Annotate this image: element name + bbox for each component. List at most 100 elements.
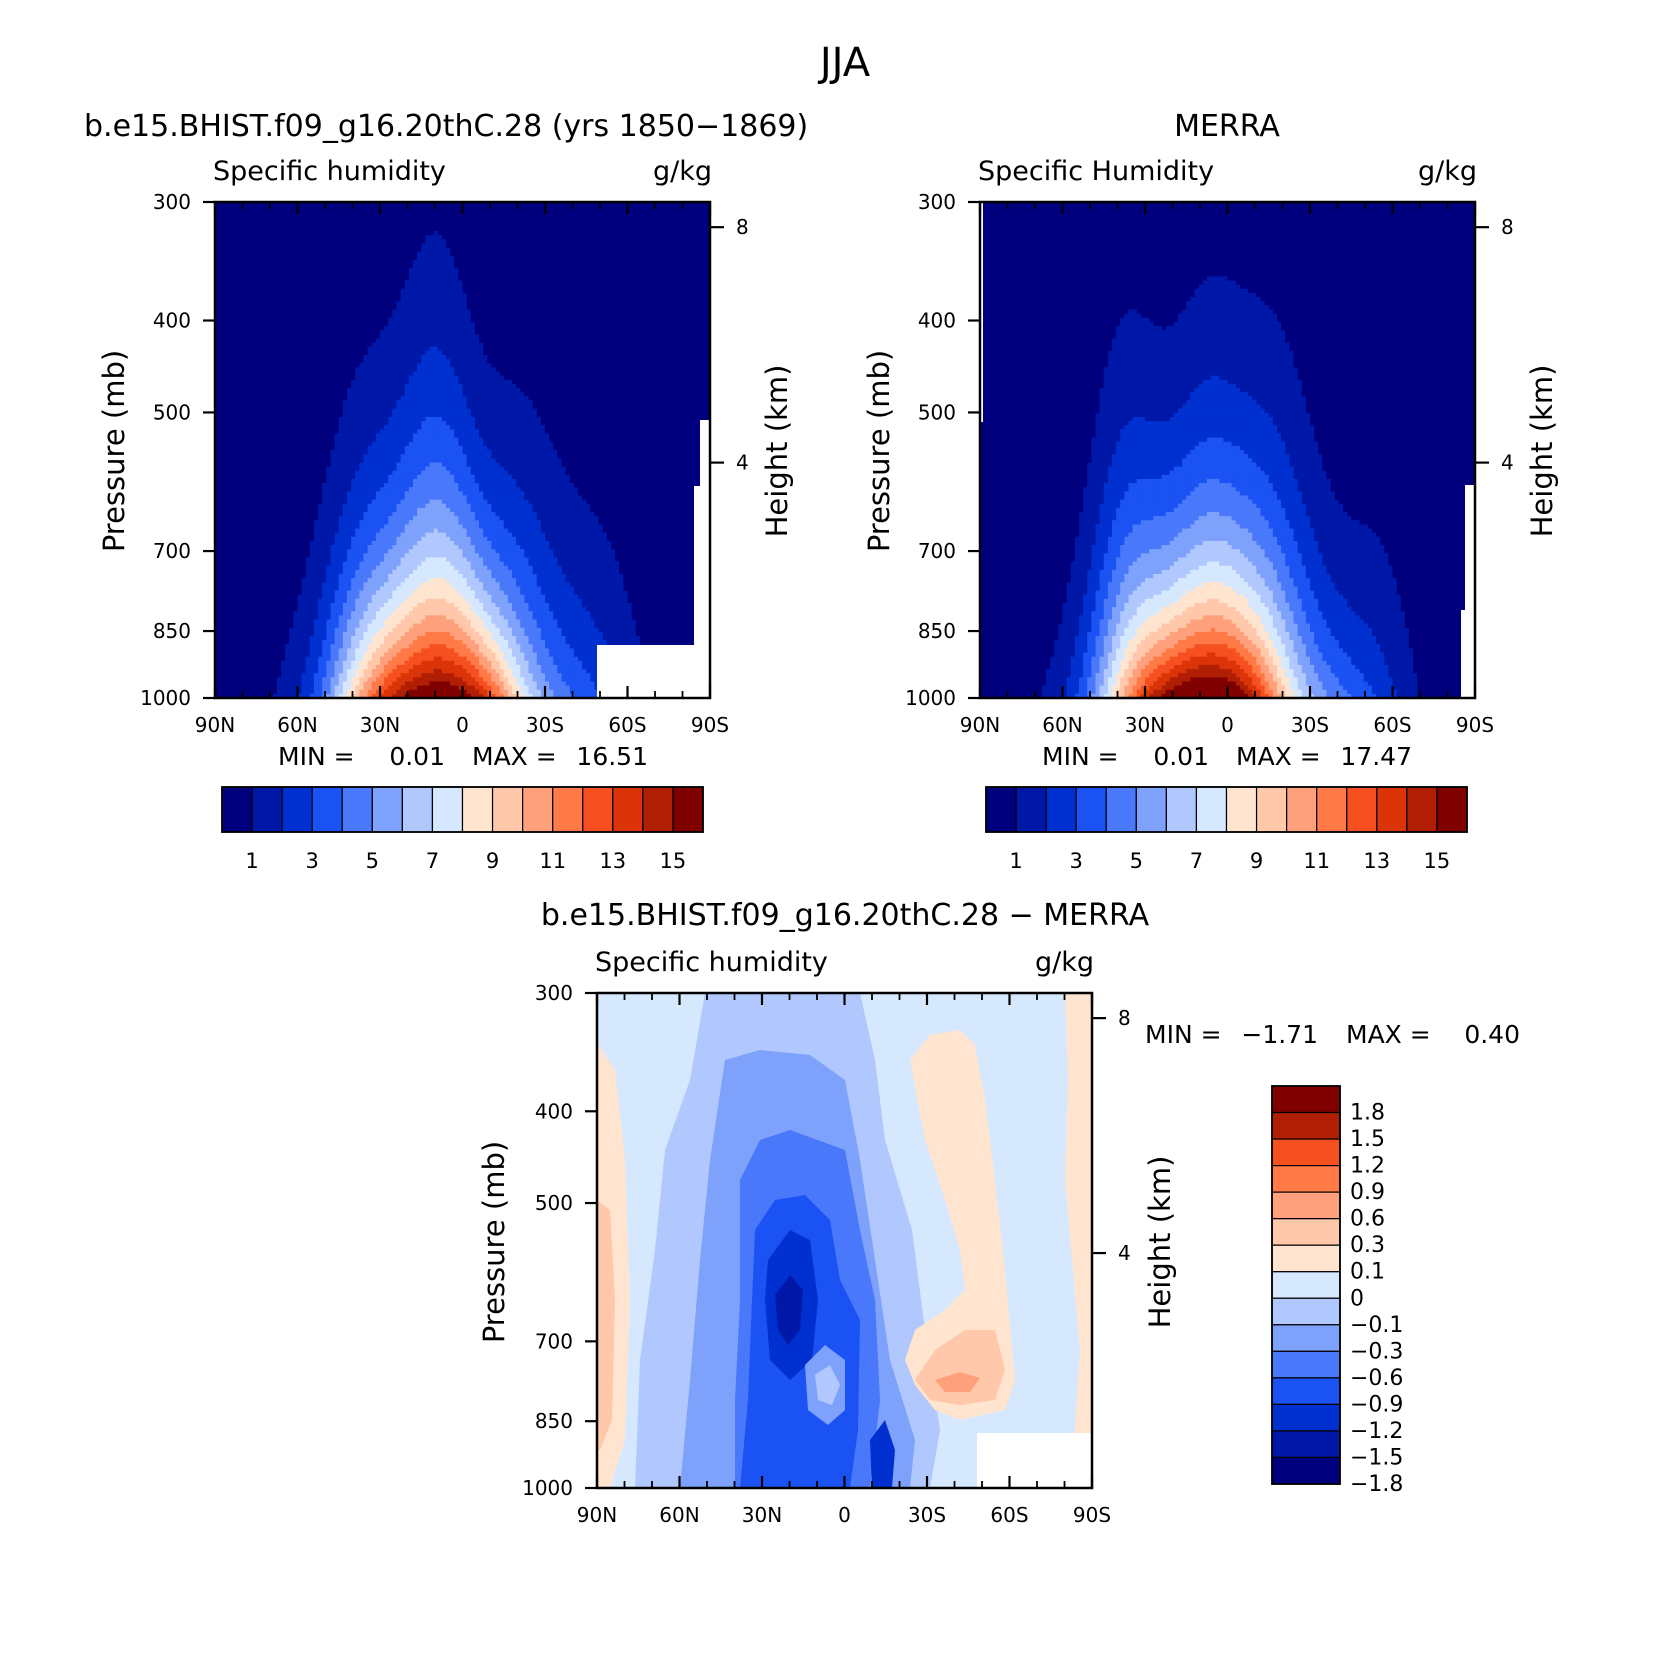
contour-cell: [227, 520, 233, 525]
contour-cell: [330, 557, 336, 563]
contour-cell: [289, 598, 294, 604]
contour-cell: [334, 383, 340, 389]
contour-cell: [359, 305, 365, 311]
contour-cell: [380, 326, 385, 331]
contour-cell: [359, 284, 365, 290]
contour-cell: [380, 222, 385, 228]
contour-cell: [239, 669, 245, 674]
contour-cell: [256, 602, 261, 608]
contour-cell: [309, 255, 315, 261]
contour-cell: [375, 379, 381, 385]
contour-cell: [326, 557, 332, 563]
contour-cell: [268, 334, 274, 339]
contour-cell: [281, 586, 286, 592]
contour-cell: [231, 400, 237, 406]
contour-cell: [239, 681, 245, 687]
contour-cell: [359, 346, 365, 352]
contour-cell: [239, 330, 245, 335]
contour-cell: [314, 458, 319, 463]
contour-cell: [301, 681, 307, 687]
contour-cell: [363, 685, 369, 691]
contour-cell: [297, 487, 303, 492]
contour-cell: [301, 561, 307, 567]
contour-cell: [239, 408, 245, 414]
contour-cell: [334, 305, 340, 311]
contour-cell: [268, 553, 274, 559]
contour-cell: [318, 553, 323, 559]
contour-cell: [375, 235, 381, 240]
contour-cell: [301, 631, 307, 637]
contour-cell: [231, 669, 237, 674]
contour-cell: [281, 243, 286, 249]
contour-cell: [252, 247, 257, 253]
contour-cell: [322, 582, 327, 587]
contour-cell: [326, 429, 332, 435]
contour-cell: [252, 478, 257, 484]
contour-cell: [305, 326, 311, 331]
contour-cell: [326, 392, 332, 397]
contour-cell: [330, 338, 336, 344]
contour-cell: [330, 615, 336, 621]
contour-cell: [338, 421, 344, 426]
contour-cell: [285, 321, 290, 327]
contour-cell: [384, 383, 389, 389]
contour-cell: [285, 338, 290, 344]
contour-cell: [322, 574, 327, 579]
contour-cell: [334, 677, 340, 683]
contour-cell: [305, 433, 311, 439]
contour-cell: [219, 598, 224, 604]
contour-cell: [371, 640, 377, 645]
contour-cell: [276, 301, 282, 306]
contour-cell: [215, 586, 220, 592]
contour-cell: [351, 466, 356, 472]
contour-cell: [281, 553, 286, 559]
contour-cell: [318, 470, 323, 476]
contour-cell: [347, 545, 352, 550]
contour-cell: [355, 598, 360, 604]
contour-cell: [367, 524, 373, 530]
contour-cell: [276, 528, 282, 534]
contour-cell: [318, 644, 323, 649]
contour-cell: [289, 528, 294, 534]
contour-cell: [293, 321, 299, 327]
contour-cell: [305, 540, 311, 546]
contour-cell: [380, 404, 385, 410]
contour-cell: [235, 673, 241, 678]
contour-cell: [239, 239, 245, 244]
contour-cell: [305, 553, 311, 559]
contour-cell: [297, 338, 303, 344]
contour-cell: [289, 578, 294, 583]
contour-cell: [359, 222, 365, 228]
contour-cell: [260, 586, 266, 592]
contour-cell: [215, 313, 220, 319]
contour-cell: [371, 317, 377, 323]
contour-cell: [367, 466, 373, 472]
contour-cell: [334, 288, 340, 294]
contour-cell: [219, 586, 224, 592]
contour-cell: [367, 586, 373, 592]
contour-cell: [375, 309, 381, 315]
contour-cell: [260, 251, 266, 257]
contour-cell: [248, 611, 253, 616]
contour-cell: [272, 590, 278, 596]
contour-cell: [293, 578, 299, 583]
contour-cell: [367, 251, 373, 257]
contour-cell: [342, 371, 348, 377]
contour-cell: [272, 408, 278, 414]
contour-cell: [355, 495, 360, 501]
contour-cell: [215, 660, 220, 666]
contour-cell: [231, 561, 237, 567]
contour-cell: [248, 276, 253, 282]
contour-cell: [231, 371, 237, 377]
contour-cell: [285, 445, 290, 451]
contour-cell: [322, 400, 327, 406]
contour-cell: [338, 565, 344, 571]
contour-cell: [326, 210, 332, 215]
contour-cell: [248, 222, 253, 228]
contour-cell: [351, 669, 356, 674]
contour-cell: [326, 611, 332, 616]
contour-cell: [260, 276, 266, 282]
contour-cell: [326, 586, 332, 592]
contour-cell: [239, 396, 245, 401]
contour-cell: [338, 495, 344, 501]
